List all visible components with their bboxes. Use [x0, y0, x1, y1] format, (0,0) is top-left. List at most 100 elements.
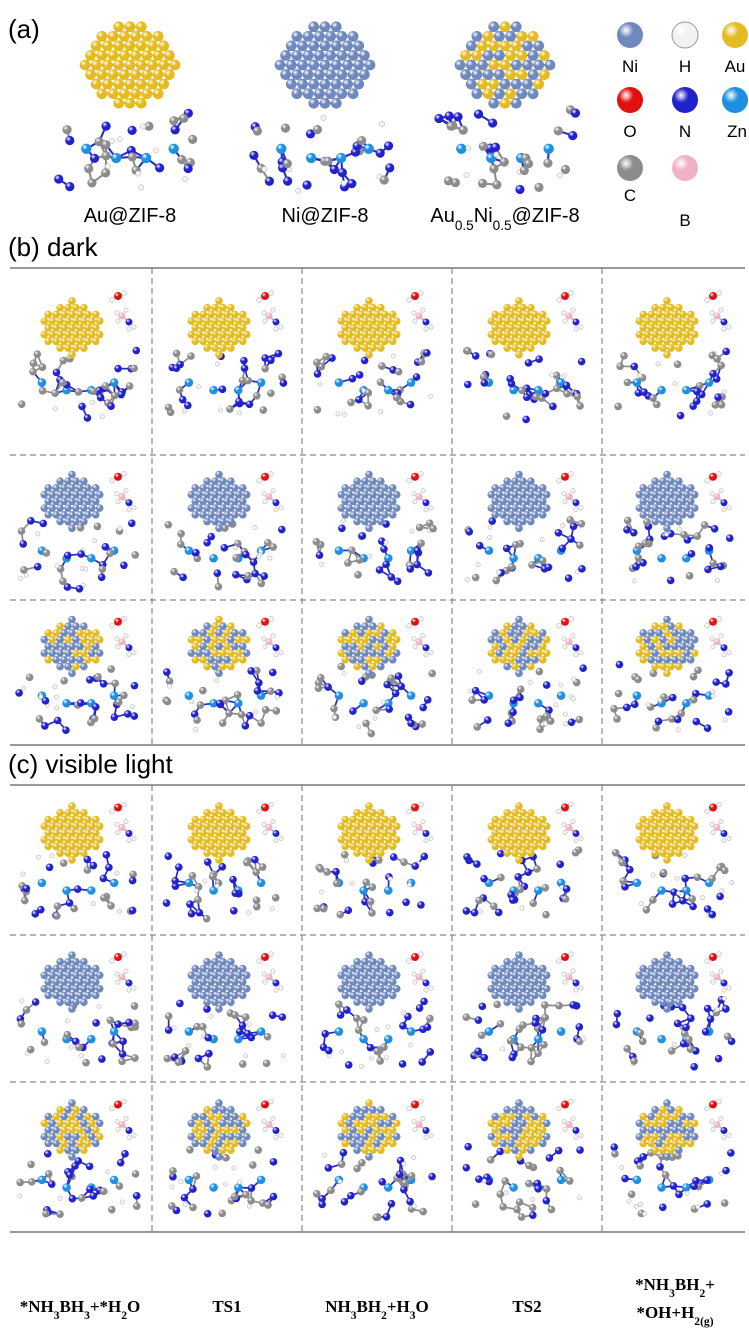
- atom: [84, 497, 92, 506]
- atom: [373, 511, 381, 519]
- atom: [383, 680, 392, 689]
- atom: [56, 517, 64, 526]
- atom: [639, 337, 648, 346]
- atom: [576, 541, 584, 550]
- atom: [163, 668, 171, 676]
- atom: [141, 50, 153, 61]
- atom: [341, 324, 350, 332]
- atom: [64, 662, 72, 671]
- atom: [515, 470, 523, 479]
- atom: [499, 59, 511, 71]
- atom: [51, 389, 59, 397]
- atom: [359, 69, 370, 80]
- atom: [503, 303, 511, 312]
- label: Au@ZIF-8: [84, 205, 177, 227]
- atom: [365, 511, 373, 519]
- atom: [523, 310, 531, 319]
- atom: [495, 490, 503, 499]
- atom: [531, 484, 539, 492]
- atom: [101, 543, 110, 551]
- atom: [90, 901, 96, 907]
- atom: [361, 303, 369, 312]
- atom: [130, 681, 139, 690]
- atom: [365, 524, 373, 533]
- atom: [253, 902, 261, 911]
- atom: [215, 615, 223, 624]
- atom: [671, 484, 679, 492]
- atom: [231, 497, 239, 506]
- atom: [141, 30, 153, 42]
- atom: [527, 88, 539, 100]
- atom: [686, 497, 695, 506]
- atom: [52, 497, 60, 506]
- atom: [83, 855, 92, 864]
- atom: [616, 362, 624, 371]
- atom: [102, 59, 113, 71]
- atom: [527, 344, 535, 352]
- atom: [191, 337, 200, 346]
- atom: [411, 636, 417, 642]
- atom: [203, 622, 211, 630]
- atom: [88, 635, 96, 644]
- atom: [76, 815, 84, 824]
- atom: [573, 392, 582, 401]
- atom: [62, 385, 71, 395]
- atom: [527, 30, 539, 42]
- atom: [477, 178, 488, 189]
- atom: [629, 528, 638, 537]
- atom: [215, 629, 223, 637]
- atom: [31, 910, 40, 918]
- atom: [534, 385, 543, 395]
- atom: [68, 470, 76, 479]
- atom: [44, 829, 53, 837]
- atom: [615, 660, 624, 669]
- atom: [68, 497, 76, 506]
- atom: [509, 385, 518, 395]
- atom: [52, 310, 60, 319]
- atom: [64, 330, 72, 339]
- atom: [511, 330, 519, 339]
- atom: [465, 527, 474, 536]
- atom: [363, 143, 374, 154]
- atom: [215, 310, 223, 319]
- atom: [114, 292, 122, 301]
- atom: [573, 652, 579, 658]
- atom: [381, 511, 389, 519]
- atom: [207, 656, 215, 664]
- atom: [507, 562, 516, 571]
- atom: [709, 617, 717, 626]
- atom: [503, 517, 511, 526]
- atom: [195, 317, 203, 325]
- atom: [393, 577, 402, 586]
- atom: [113, 40, 125, 52]
- atom: [155, 163, 165, 173]
- atom: [127, 519, 136, 528]
- atom: [689, 402, 697, 410]
- atom: [111, 679, 119, 688]
- atom: [120, 691, 128, 700]
- atom: [686, 511, 695, 519]
- atom: [651, 649, 659, 657]
- atom: [689, 696, 698, 704]
- atom: [80, 330, 88, 339]
- atom: [56, 809, 64, 817]
- atom: [372, 715, 378, 721]
- atom: [527, 662, 535, 671]
- label-part: Ni: [474, 205, 493, 227]
- atom: [533, 78, 545, 90]
- atom: [523, 642, 531, 651]
- atom: [360, 356, 369, 365]
- atom: [65, 182, 75, 192]
- atom: [463, 347, 472, 355]
- atom: [19, 540, 28, 548]
- atom: [505, 50, 516, 61]
- atom: [347, 178, 357, 189]
- atom: [314, 30, 325, 42]
- atom: [68, 524, 76, 533]
- atom: [88, 822, 96, 831]
- atom: [357, 484, 365, 492]
- atom: [242, 504, 251, 512]
- atom: [330, 704, 338, 713]
- atom: [509, 696, 518, 705]
- atom: [412, 373, 421, 381]
